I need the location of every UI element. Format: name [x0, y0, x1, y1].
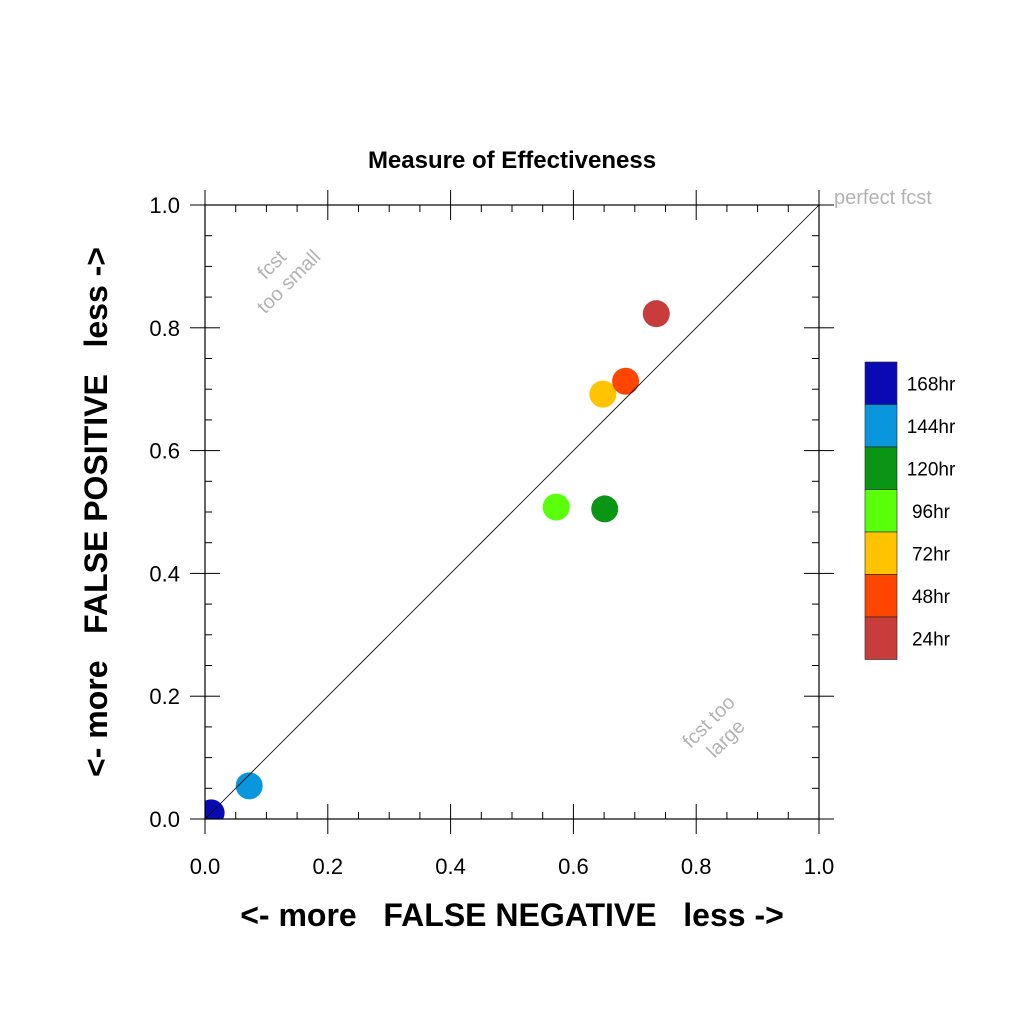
x-axis-label: <- more FALSE NEGATIVE less -> [240, 897, 784, 933]
tick-labels: 0.0 0.2 0.4 0.6 0.8 1.0 0.0 0.2 0.4 0.6 0.8 1.0 [149, 193, 834, 879]
point-144hr [235, 772, 263, 800]
legend-swatch-72hr [864, 531, 898, 575]
x-tick-label: 0.4 [435, 854, 466, 879]
point-96hr [542, 493, 570, 521]
legend: 168hr 144hr 120hr 96hr 72hr 48hr 24hr [864, 361, 956, 660]
data-points [205, 300, 670, 819]
point-24hr [642, 300, 670, 328]
legend-swatch-120hr [864, 446, 898, 490]
x-tick-label: 0.8 [681, 854, 712, 879]
y-tick-label: 0.8 [149, 316, 180, 341]
y-axis-label: <- more FALSE POSITIVE less -> [78, 247, 114, 777]
x-tick-label: 0.6 [558, 854, 589, 879]
y-tick-label: 0.2 [149, 684, 180, 709]
legend-label-96hr: 96hr [912, 502, 951, 523]
legend-label-168hr: 168hr [907, 374, 956, 395]
perfect-forecast-diagonal [204, 204, 820, 820]
legend-label-144hr: 144hr [907, 417, 956, 438]
legend-label-48hr: 48hr [912, 587, 951, 608]
point-48hr [612, 367, 640, 395]
legend-swatch-48hr [864, 574, 898, 618]
legend-label-72hr: 72hr [912, 544, 951, 565]
x-tick-label: 1.0 [804, 854, 835, 879]
point-120hr [591, 495, 619, 523]
annotation-fcst-too-small: fcst too small [253, 246, 325, 318]
y-tick-label: 0.0 [149, 807, 180, 832]
legend-swatch-168hr [864, 361, 898, 405]
legend-swatch-24hr [864, 616, 898, 660]
legend-label-24hr: 24hr [912, 629, 951, 650]
y-tick-label: 1.0 [149, 193, 180, 218]
point-72hr [589, 380, 617, 408]
x-tick-label: 0.0 [190, 854, 221, 879]
axis-ticks [190, 190, 834, 834]
legend-swatch-96hr [864, 489, 898, 533]
chart-title: Measure of Effectiveness [368, 147, 656, 174]
annotation-perfect-fcst: perfect fcst [834, 187, 932, 209]
legend-label-120hr: 120hr [907, 459, 956, 480]
y-tick-label: 0.4 [149, 561, 180, 586]
y-tick-label: 0.6 [149, 439, 180, 464]
annotation-fcst-too-large: fcst too large [679, 692, 750, 763]
x-tick-label: 0.2 [313, 854, 344, 879]
legend-swatch-144hr [864, 404, 898, 448]
